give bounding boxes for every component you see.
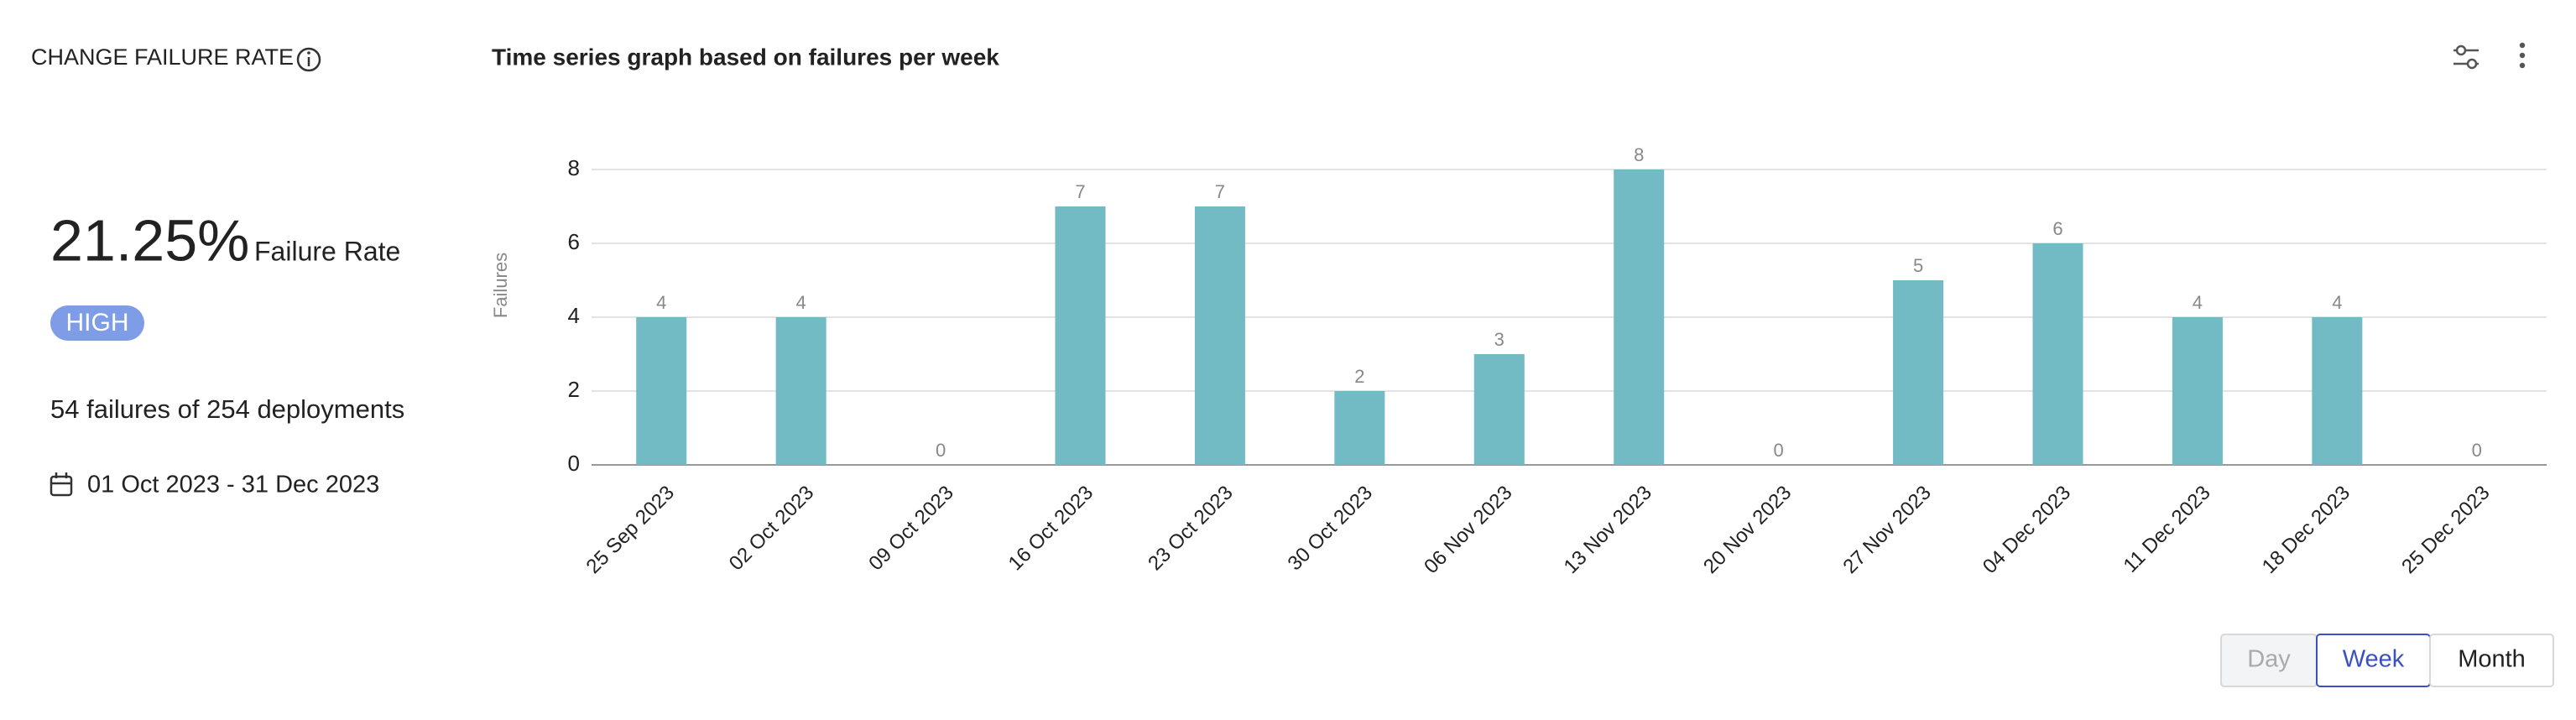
bar: [1614, 170, 1665, 465]
level-badge: [50, 305, 144, 341]
bar: [2312, 317, 2363, 465]
bar: [2172, 317, 2223, 465]
x-tick-label: 27 Nov 2023: [1838, 482, 1935, 578]
more-icon[interactable]: [2519, 42, 2526, 69]
date-range: 01 Oct 2023 - 31 Dec 2023: [87, 472, 379, 498]
y-tick-label: 6: [568, 229, 580, 254]
data-label: 6: [2052, 218, 2062, 239]
range-button-label[interactable]: Week: [2343, 646, 2405, 673]
x-tick-label: 04 Dec 2023: [1979, 482, 2075, 578]
x-tick-label: 25 Dec 2023: [2397, 482, 2494, 578]
range-buttons: Day Week Month: [2220, 634, 2554, 687]
info-icon[interactable]: [296, 47, 321, 72]
data-label: 3: [1494, 329, 1504, 350]
level-text: HIGH: [66, 309, 129, 337]
x-tick-label: 20 Nov 2023: [1699, 482, 1796, 578]
bar: [2032, 243, 2083, 465]
data-label: 0: [2472, 440, 2482, 461]
x-tick-label: 16 Oct 2023: [1004, 482, 1098, 576]
x-tick-label: 09 Oct 2023: [864, 482, 958, 576]
chart-title: Time series graph based on failures per …: [492, 44, 999, 70]
x-tick-label: 25 Sep 2023: [582, 482, 679, 578]
calendar-icon: [50, 472, 73, 497]
data-label: 8: [1634, 144, 1644, 165]
bar: [1055, 206, 1106, 465]
data-label: 7: [1075, 181, 1085, 202]
y-tick-label: 2: [568, 377, 580, 402]
y-tick-label: 8: [568, 155, 580, 180]
data-label: 7: [1215, 181, 1225, 202]
y-tick-label: 0: [568, 451, 580, 476]
bar: [1893, 280, 1944, 465]
data-label: 5: [1913, 255, 1923, 276]
x-tick-label: 13 Nov 2023: [1560, 482, 1656, 578]
x-tick-label: 23 Oct 2023: [1144, 482, 1238, 576]
data-label: 2: [1354, 366, 1364, 387]
bar: [1194, 206, 1245, 465]
data-label: 4: [796, 292, 806, 313]
range-button-label[interactable]: Day: [2247, 646, 2291, 673]
x-tick-label: 11 Dec 2023: [2120, 482, 2215, 577]
x-tick-label: 30 Oct 2023: [1284, 482, 1378, 576]
bar: [1473, 354, 1525, 465]
y-tick-label: 4: [568, 303, 580, 328]
y-axis-label: Failures: [490, 253, 511, 318]
rate-label: Failure Rate: [254, 236, 400, 266]
data-label: 4: [2332, 292, 2342, 313]
range-button-label[interactable]: Month: [2458, 646, 2526, 673]
rate-value: 21.25%: [50, 207, 249, 273]
x-tick-label: 18 Dec 2023: [2258, 482, 2354, 578]
data-label: 4: [656, 292, 666, 313]
bar: [636, 317, 687, 465]
x-tick-label: 02 Oct 2023: [725, 482, 819, 576]
filter-icon[interactable]: [2453, 44, 2479, 70]
data-label: 0: [936, 440, 946, 461]
failures-text: 54 failures of 254 deployments: [50, 394, 404, 424]
bar: [1334, 391, 1385, 465]
range-button[interactable]: [2429, 634, 2554, 687]
x-tick-label: 06 Nov 2023: [1420, 482, 1516, 578]
data-label: 0: [1774, 440, 1784, 461]
bar: [775, 317, 827, 465]
data-label: 4: [2193, 292, 2203, 313]
panel-title: CHANGE FAILURE RATE: [31, 44, 294, 70]
